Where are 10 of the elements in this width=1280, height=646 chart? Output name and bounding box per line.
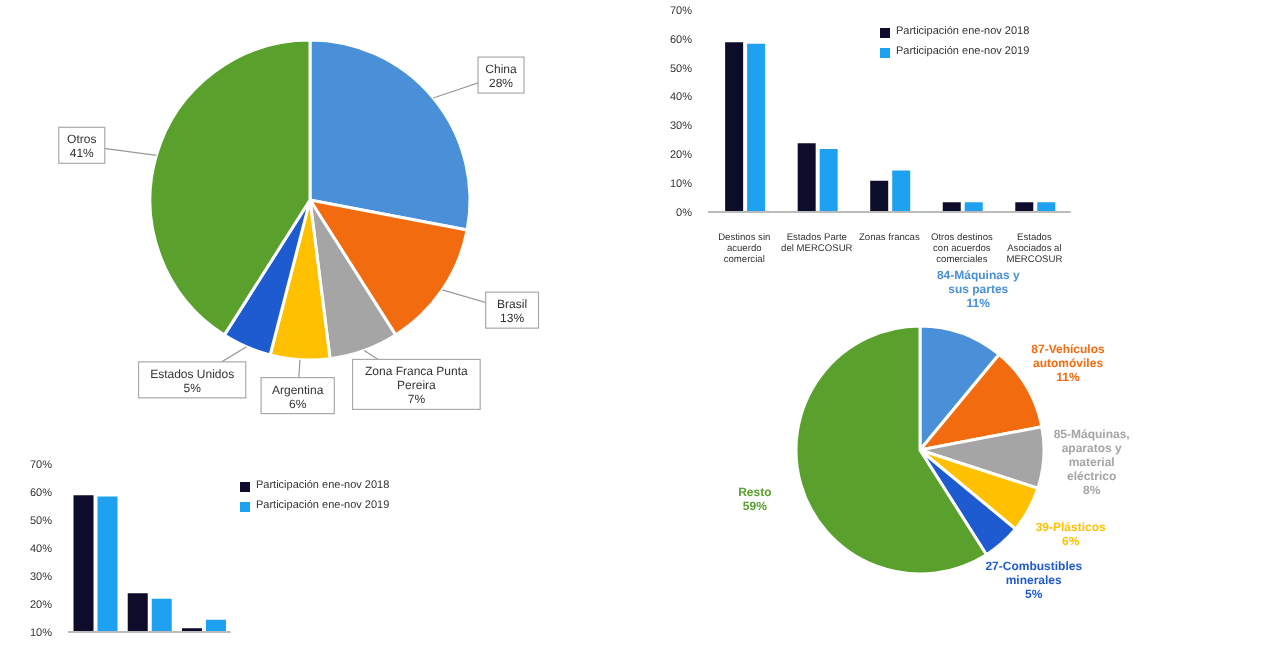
bar (870, 180, 889, 212)
bar (797, 143, 816, 212)
bar (964, 202, 983, 212)
bar (1037, 202, 1056, 212)
bar (892, 170, 911, 212)
bar (819, 148, 838, 212)
bar (942, 202, 961, 212)
bar (725, 42, 744, 212)
bar (1015, 202, 1034, 212)
bar (747, 43, 766, 212)
